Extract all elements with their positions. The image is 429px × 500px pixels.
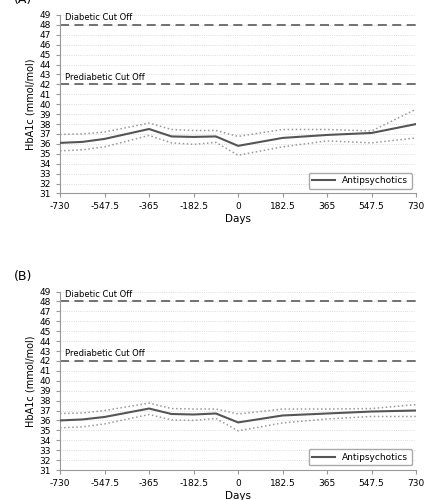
Legend: Antipsychotics: Antipsychotics (308, 450, 411, 466)
Y-axis label: HbA1c (mmol/mol): HbA1c (mmol/mol) (25, 335, 35, 426)
X-axis label: Days: Days (225, 214, 251, 224)
Text: Prediabetic Cut Off: Prediabetic Cut Off (65, 350, 145, 358)
Text: Diabetic Cut Off: Diabetic Cut Off (65, 290, 132, 299)
Text: (B): (B) (14, 270, 32, 282)
X-axis label: Days: Days (225, 491, 251, 500)
Legend: Antipsychotics: Antipsychotics (308, 172, 411, 189)
Text: Diabetic Cut Off: Diabetic Cut Off (65, 14, 132, 22)
Text: (A): (A) (14, 0, 32, 6)
Text: Prediabetic Cut Off: Prediabetic Cut Off (65, 73, 145, 82)
Y-axis label: HbA1c (mmol/mol): HbA1c (mmol/mol) (25, 58, 35, 150)
